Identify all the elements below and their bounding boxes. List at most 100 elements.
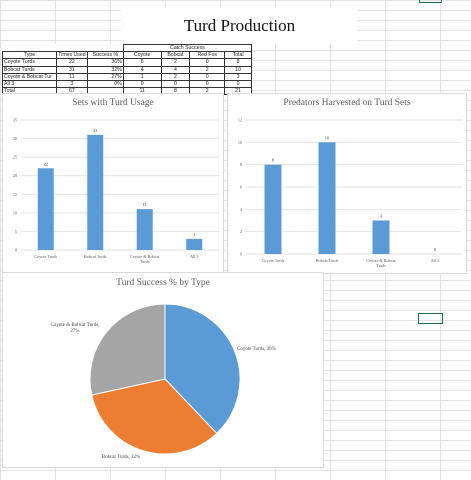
sets-chart-ytick-label: 30 bbox=[13, 136, 17, 141]
table-cell: 2 bbox=[189, 65, 226, 74]
table-header-cell: Times Used bbox=[55, 51, 88, 60]
predators-chart-bar bbox=[264, 164, 282, 254]
table-cell: 32% bbox=[86, 65, 124, 74]
chart-title-predators: Predators Harvested on Turd Sets bbox=[283, 98, 411, 108]
predators-chart-data-label: 10 bbox=[325, 135, 330, 140]
predators-chart-category-label: Coyote Turds bbox=[262, 258, 285, 263]
sets-chart-data-label: 3 bbox=[193, 232, 196, 237]
predators-chart-ytick-label: 12 bbox=[238, 118, 242, 123]
sets-chart-bar bbox=[37, 168, 54, 250]
table-row: Bobcat Turds 31 32% 4 4 2 10 bbox=[2, 65, 252, 74]
sheet-title: Turd Production bbox=[183, 16, 296, 35]
table-cell: 22 bbox=[55, 58, 88, 67]
table-cell: 36% bbox=[86, 58, 124, 67]
table-row: Coyote & Bobcat Tur 11 27% 1 2 0 3 bbox=[2, 72, 252, 82]
table-cell: 4 bbox=[122, 65, 162, 74]
table-row: All 3 3 0% 0 0 0 0 bbox=[2, 80, 252, 89]
table-cell: 4 bbox=[160, 65, 191, 74]
table-cell: Coyote Turds bbox=[2, 58, 57, 67]
table-header-row: Type Times Used Success % Coyote Bobcat Red F… bbox=[2, 51, 252, 60]
active-cell-selection[interactable] bbox=[418, 313, 443, 324]
pie-slice bbox=[164, 303, 241, 435]
sheet-title-box: Turd Production bbox=[121, 8, 358, 44]
table-row: Coyote Turds 22 36% 6 2 0 8 bbox=[2, 58, 252, 67]
table-cell: 2 bbox=[160, 72, 191, 82]
table-cell: 0% bbox=[86, 80, 124, 89]
table-cell: 2 bbox=[160, 58, 191, 67]
sets-chart-ytick-label: 5 bbox=[15, 229, 17, 234]
pie-slice bbox=[89, 303, 166, 396]
sets-chart-bar bbox=[136, 209, 153, 250]
sets-chart-data-label: 22 bbox=[44, 161, 49, 166]
sets-chart-data-label: 31 bbox=[93, 128, 98, 133]
table-header-cell: Success % bbox=[86, 51, 124, 60]
bar-chart-sets-with-turd-usage: 0 5 10 15 20 25 30 35 22 Coyote Turds 31 Bobcat Tur… bbox=[13, 118, 219, 264]
table-cell: 0 bbox=[224, 80, 252, 89]
table-cell: Bobcat Turds bbox=[2, 65, 57, 74]
sets-chart-ytick-label: 35 bbox=[13, 118, 17, 123]
sets-chart-category-label: Coyote Turds bbox=[34, 254, 57, 259]
pie-slice-label: Coyote Turds, 36% bbox=[237, 347, 276, 352]
table-cell: 8 bbox=[224, 58, 252, 67]
sets-chart-category-label: Bobcat Turds bbox=[84, 254, 107, 259]
table-header-cell: Type bbox=[2, 51, 57, 60]
predators-chart-ytick-label: 2 bbox=[240, 229, 242, 234]
chart-panel-sets-with-turd-usage[interactable]: Sets with Turd Usage 0 5 10 15 20 25 30 35 22 Coy… bbox=[2, 93, 224, 274]
sets-chart-category-label: All 3 bbox=[190, 254, 199, 259]
predators-chart-data-label: 0 bbox=[434, 247, 437, 252]
table-header-cell: Bobcat bbox=[160, 51, 191, 60]
sets-chart-ytick-label: 25 bbox=[13, 155, 17, 160]
pie-slice bbox=[91, 378, 218, 455]
table-cell: 3 bbox=[224, 72, 252, 82]
table-header-cell: Red Fox bbox=[189, 51, 226, 60]
catch-success-header: Catch Success bbox=[122, 43, 253, 53]
table-cell: 0 bbox=[122, 80, 162, 89]
chart-panel-turd-success[interactable]: Turd Success % by Type Coyote Turds, 36%… bbox=[2, 272, 324, 468]
table-cell: 27% bbox=[86, 72, 124, 82]
table-cell: 11 bbox=[55, 72, 88, 82]
predators-chart-category-label: Coyote & Bobcat Turds bbox=[366, 258, 396, 268]
sets-chart-data-label: 11 bbox=[143, 202, 147, 207]
sets-chart-bar bbox=[87, 134, 104, 250]
predators-chart-ytick-label: 8 bbox=[240, 162, 242, 167]
predators-chart-category-label: Bobcat Turds bbox=[316, 258, 339, 263]
predators-chart-bar bbox=[318, 142, 336, 254]
table-cell: 31 bbox=[55, 65, 88, 74]
predators-chart-data-label: 8 bbox=[272, 158, 275, 163]
predators-chart-data-label: 3 bbox=[380, 214, 383, 219]
table-cell: 0 bbox=[189, 80, 226, 89]
table-group-header-row: Catch Success bbox=[3, 43, 253, 53]
table-cell: 6 bbox=[122, 58, 162, 67]
chart-title-sets: Sets with Turd Usage bbox=[72, 98, 154, 108]
predators-chart-ytick-label: 4 bbox=[240, 207, 243, 212]
sets-chart-ytick-label: 10 bbox=[13, 210, 17, 215]
table-cell: 3 bbox=[55, 80, 88, 89]
table-cell: 0 bbox=[189, 72, 226, 82]
table-cell: Coyote & Bobcat Tur bbox=[2, 72, 57, 82]
sets-chart-category-label: Coyote & Bobcat Turds bbox=[130, 254, 160, 264]
table-cell: 1 bbox=[122, 72, 162, 82]
sets-chart-bar bbox=[186, 238, 203, 250]
sets-chart-ytick-label: 15 bbox=[13, 192, 17, 197]
table-header-cell: Total bbox=[224, 51, 252, 60]
predators-chart-ytick-label: 10 bbox=[238, 140, 242, 145]
predators-chart-ytick-label: 0 bbox=[240, 252, 242, 257]
table-cell: 10 bbox=[224, 65, 252, 74]
table-cell: 0 bbox=[189, 58, 226, 67]
predators-chart-ytick-label: 6 bbox=[240, 185, 242, 190]
table-header-cell: Coyote bbox=[122, 51, 162, 60]
turd-production-table: Catch Success Type Times Used Success % Coy… bbox=[2, 43, 253, 96]
chart-panel-predators-harvested[interactable]: Predators Harvested on Turd Sets 0 2 4 6 8 10… bbox=[227, 93, 467, 274]
bar-chart-predators-harvested: 0 2 4 6 8 10 12 8 Coyote Turds 10 Bobcat Turds 3 Coy… bbox=[238, 118, 462, 268]
active-cell-top[interactable] bbox=[419, 0, 442, 3]
chart-title-pie: Turd Success % by Type bbox=[116, 278, 210, 288]
predators-chart-bar bbox=[372, 220, 390, 254]
table-cell: All 3 bbox=[2, 80, 57, 89]
sets-chart-ytick-label: 20 bbox=[13, 173, 17, 178]
pie-slice-label: Bobcat Turds, 32% bbox=[102, 455, 140, 460]
table-cell: 0 bbox=[160, 80, 191, 89]
predators-chart-category-label: All 3 bbox=[431, 258, 440, 263]
sets-chart-ytick-label: 0 bbox=[15, 248, 17, 253]
pie-chart-turd-success: Coyote Turds, 36% Bobcat Turds, 32% Coyote… bbox=[51, 303, 276, 460]
pie-slice-label: Coyote & Bobcat Turds, 27% bbox=[51, 323, 100, 334]
